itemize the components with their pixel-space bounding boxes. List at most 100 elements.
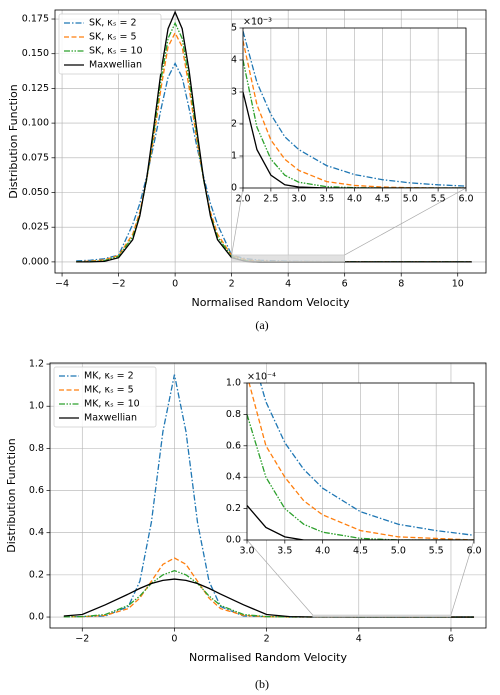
y-tick-label: 0.125 [22,83,49,94]
x-tick-label: 6 [342,279,348,290]
x-axis-label: Normalised Random Velocity [191,296,350,309]
x-tick-label: 10 [452,279,464,290]
axes-frame [54,9,487,274]
x-tick-label: −4 [55,279,69,290]
legend-label: SK, κₛ = 10 [89,46,143,57]
x-tick-label: 0 [172,279,178,290]
legend-label: SK, κₛ = 5 [89,32,137,43]
offset-text: ×10⁻⁴ [247,372,276,383]
zoom-connector [450,539,475,616]
axes-frame [242,27,467,189]
y-tick-label: 5 [231,23,237,34]
y-tick-label: 0.0 [226,535,241,546]
x-tick-label: 0 [171,634,177,645]
y-tick-label: 4 [231,55,237,66]
y-tick-label: 0.4 [226,472,241,483]
y-tick-label: 3 [231,87,237,98]
zoom-connector [344,187,467,256]
x-tick-label: 5.0 [391,546,406,557]
series-line [259,383,474,536]
legend-label: MK, κₛ = 2 [84,371,134,382]
series-line [243,91,466,188]
axes-frame [49,362,487,629]
series-line [76,61,472,263]
x-tick-label: 8 [398,279,404,290]
plot-lines [243,31,466,188]
y-tick-label: 0.000 [22,256,49,267]
zoom-region [231,254,345,263]
axes-frame [246,382,475,541]
x-tick-label: 5.0 [403,194,418,205]
y-tick-label: 0.2 [226,503,241,514]
zoom-region [312,614,452,618]
y-tick-label: 0 [231,183,237,194]
y-tick-label: 0.0 [29,612,44,623]
x-tick-label: 2.5 [263,194,278,205]
caption: (a) [255,318,268,332]
legend-label: MK, κₛ = 5 [84,385,134,396]
y-tick-label: 0.8 [226,409,241,420]
x-tick-label: 3.5 [277,546,292,557]
legend-label: Maxwellian [89,60,142,71]
series-line [248,383,474,540]
x-tick-label: 5.5 [429,546,444,557]
x-tick-label: 4 [356,634,362,645]
x-tick-label: 5.5 [431,194,446,205]
x-tick-label: −2 [75,634,89,645]
legend-label: SK, κₛ = 2 [89,18,137,29]
series-line [63,557,475,618]
x-tick-label: 6.0 [466,546,481,557]
legend: MK, κₛ = 2 MK, κₛ = 5 MK, κₛ = 10 Maxwellia… [53,366,157,428]
y-tick-label: 2 [231,119,237,130]
series-line [243,59,466,188]
y-tick-label: 0.075 [22,152,49,163]
x-tick-label: 3.0 [291,194,306,205]
zoom-connector [231,187,244,256]
y-tick-label: 0.6 [29,485,44,496]
x-tick-label: 3.5 [319,194,334,205]
x-tick-label: 2 [229,279,235,290]
x-axis-label: Normalised Random Velocity [189,651,348,664]
y-axis-label: Distribution Function [5,438,18,552]
y-tick-label: 0.6 [226,440,241,451]
y-tick-label: 0.050 [22,187,49,198]
x-tick-label: 4.0 [347,194,362,205]
zoom-connector [246,539,313,616]
series-line [243,31,466,187]
x-tick-label: 2 [264,634,270,645]
legend-box [53,366,157,428]
series-line [243,40,466,188]
x-tick-label: 4.5 [353,546,368,557]
y-tick-label: 1.2 [29,359,44,370]
y-tick-label: 0.100 [22,118,49,129]
y-tick-label: 0.150 [22,48,49,59]
y-tick-label: 0.4 [29,527,44,538]
caption: (b) [255,677,269,691]
legend: SK, κₛ = 2 SK, κₛ = 5 SK, κₛ = 10 Maxwellia… [58,13,162,75]
y-tick-label: 0.175 [22,14,49,25]
series-line [247,505,474,540]
y-tick-label: 0.8 [29,443,44,454]
legend-label: Maxwellian [84,413,137,424]
series-line [63,374,475,618]
x-tick-label: 4.5 [375,194,390,205]
plot-lines [247,383,474,540]
x-tick-label: 4.0 [315,546,330,557]
y-tick-label: 0.2 [29,569,44,580]
x-tick-label: 6 [448,634,454,645]
x-tick-label: −2 [112,279,126,290]
y-axis-label: Distribution Function [7,84,20,198]
x-tick-label: 2.0 [235,194,250,205]
y-tick-label: 1 [231,151,237,162]
legend-label: MK, κₛ = 10 [84,399,140,410]
offset-text: ×10⁻³ [243,17,272,28]
y-tick-label: 1.0 [226,378,241,389]
y-tick-label: 0.025 [22,222,49,233]
y-tick-label: 1.0 [29,401,44,412]
x-tick-label: 3.0 [239,546,254,557]
x-tick-label: 4 [285,279,291,290]
legend-box [58,13,162,75]
x-tick-label: 6.0 [458,194,473,205]
